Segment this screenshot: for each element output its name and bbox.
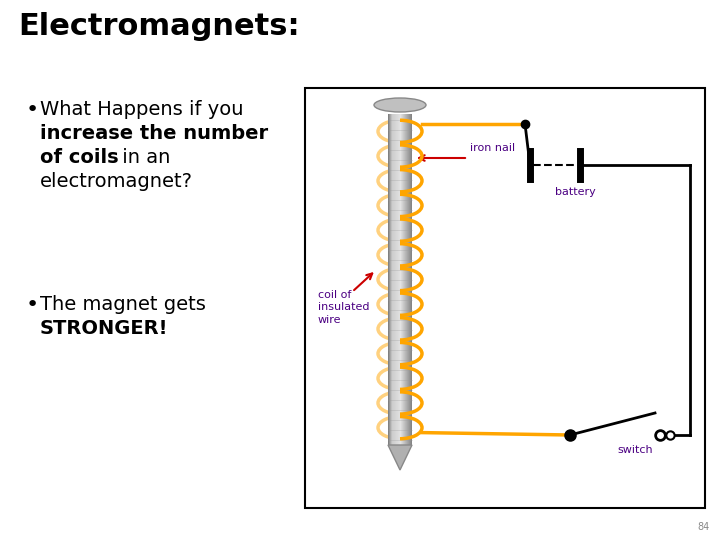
Text: •: • bbox=[26, 295, 40, 315]
Bar bbox=[410, 114, 411, 445]
Text: The magnet gets: The magnet gets bbox=[40, 295, 206, 314]
Bar bbox=[405, 114, 406, 445]
Bar bbox=[397, 114, 398, 445]
Bar bbox=[305, 88, 705, 508]
Text: iron nail: iron nail bbox=[470, 143, 515, 153]
Text: •: • bbox=[26, 100, 40, 120]
Bar bbox=[390, 114, 391, 445]
Bar bbox=[402, 114, 403, 445]
Text: STRONGER!: STRONGER! bbox=[40, 319, 168, 338]
Bar bbox=[395, 114, 396, 445]
Text: electromagnet?: electromagnet? bbox=[40, 172, 193, 191]
Bar bbox=[400, 114, 401, 445]
Text: battery: battery bbox=[554, 187, 595, 197]
Bar bbox=[392, 114, 393, 445]
Bar bbox=[399, 114, 400, 445]
Bar bbox=[407, 114, 408, 445]
Text: coil of
insulated
wire: coil of insulated wire bbox=[318, 290, 369, 325]
Polygon shape bbox=[388, 445, 412, 470]
Bar bbox=[408, 114, 409, 445]
Text: of coils: of coils bbox=[40, 148, 119, 167]
Text: 84: 84 bbox=[698, 522, 710, 532]
Bar bbox=[396, 114, 397, 445]
Bar bbox=[411, 114, 412, 445]
Bar bbox=[394, 114, 395, 445]
Bar bbox=[393, 114, 394, 445]
Bar bbox=[404, 114, 405, 445]
Bar bbox=[403, 114, 404, 445]
Bar bbox=[398, 114, 399, 445]
Bar bbox=[409, 114, 410, 445]
Bar bbox=[401, 114, 402, 445]
Bar bbox=[389, 114, 390, 445]
Bar bbox=[388, 114, 389, 445]
Bar bbox=[391, 114, 392, 445]
Bar bbox=[406, 114, 407, 445]
Text: in an: in an bbox=[116, 148, 171, 167]
Text: switch: switch bbox=[617, 445, 653, 455]
Text: Electromagnets:: Electromagnets: bbox=[18, 12, 300, 41]
Text: increase the number: increase the number bbox=[40, 124, 268, 143]
Ellipse shape bbox=[374, 98, 426, 112]
Text: What Happens if you: What Happens if you bbox=[40, 100, 243, 119]
